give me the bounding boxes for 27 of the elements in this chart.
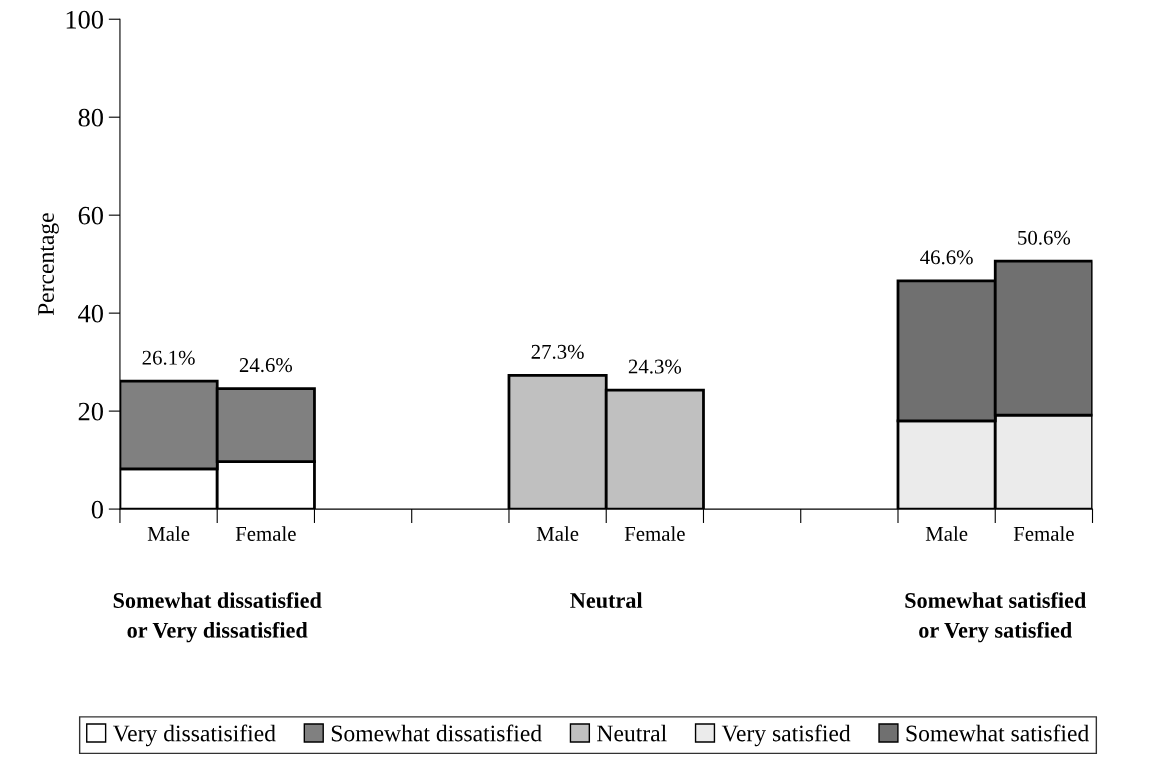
legend-label: Very satisfied	[721, 724, 851, 747]
legend-label: Somewhat dissatisfied	[331, 724, 542, 742]
text: Somewhat dissatisfied or Very dissatisfied	[113, 592, 322, 643]
y-tick-label: 0	[91, 500, 103, 519]
total-label: 24.3%	[628, 359, 682, 374]
total-label: 27.3%	[531, 344, 584, 359]
x-tick-label: Male	[536, 526, 579, 541]
x-tick-label: Female	[1013, 526, 1074, 541]
y-axis-title: Percentage	[38, 213, 59, 316]
y-tick-label: 80	[78, 108, 103, 127]
total-label: 50.6%	[1018, 230, 1071, 245]
x-tick-label: Male	[147, 526, 190, 541]
y-tick-label: 100	[66, 10, 103, 29]
legend-label: Very dissatisified	[112, 724, 276, 747]
total-label: 46.6%	[920, 250, 973, 265]
total-label: 24.6%	[239, 358, 293, 373]
x-tick-label: Female	[235, 526, 296, 541]
legend-label: Neutral	[597, 724, 667, 742]
x-tick-label: Male	[925, 526, 968, 541]
total-label: 26.1%	[142, 350, 195, 365]
legend-label: Somewhat satisfied	[906, 724, 1089, 742]
y-tick-label: 60	[78, 206, 103, 225]
text: Neutral	[570, 592, 643, 609]
text: Somewhat satisfied or Very satisfied	[905, 592, 1087, 643]
y-tick-label: 20	[78, 402, 103, 421]
x-tick-label: Female	[624, 526, 685, 541]
y-tick-label: 40	[78, 304, 103, 323]
